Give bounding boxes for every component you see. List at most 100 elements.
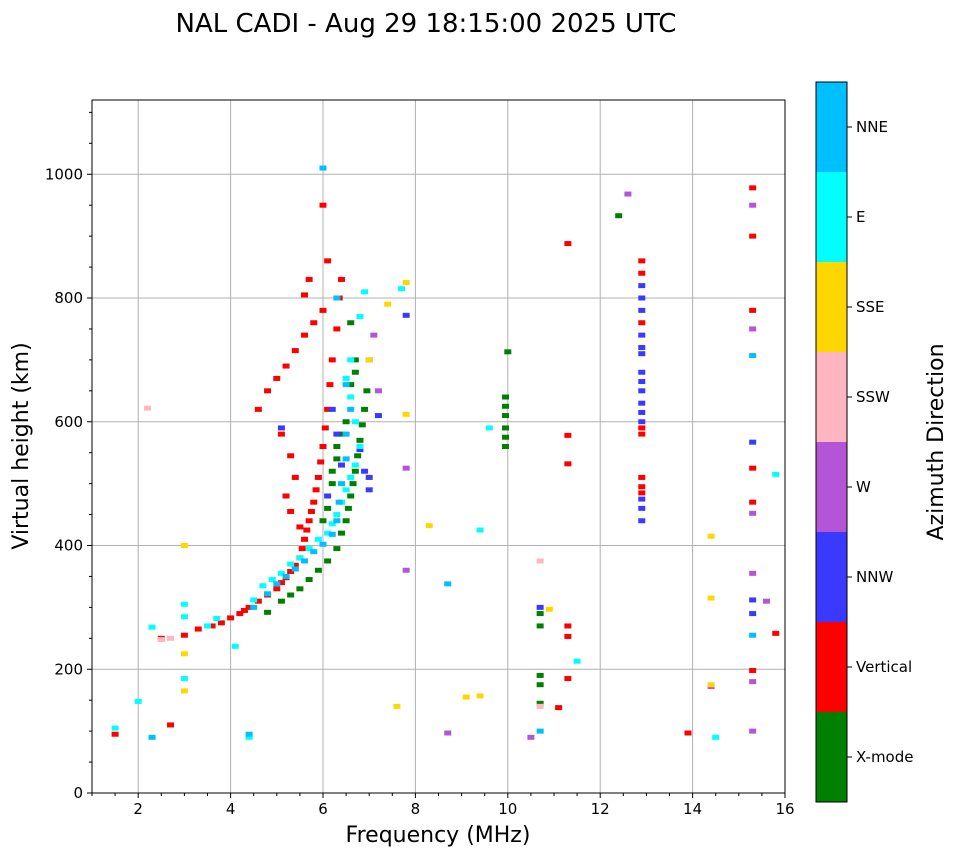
data-point <box>317 459 325 465</box>
data-point <box>213 616 221 622</box>
data-point <box>351 357 359 363</box>
data-point <box>527 734 535 740</box>
data-point <box>749 570 757 576</box>
data-point <box>564 461 572 467</box>
data-point <box>398 286 406 292</box>
data-point <box>324 258 332 264</box>
data-point <box>296 524 304 530</box>
data-point <box>638 320 646 326</box>
colorbar-segment <box>816 442 847 532</box>
data-point <box>301 558 309 564</box>
colorbar-label: NNE <box>856 118 888 136</box>
data-point <box>749 326 757 332</box>
y-tick-label: 0 <box>73 784 83 802</box>
data-point <box>259 583 267 589</box>
data-point <box>358 422 366 428</box>
data-point <box>351 462 359 468</box>
data-point <box>273 586 281 592</box>
data-point <box>536 682 544 688</box>
data-point <box>638 496 646 502</box>
data-point <box>356 444 364 449</box>
x-tick-label: 2 <box>133 800 143 818</box>
data-point <box>328 481 336 487</box>
data-point <box>157 637 165 643</box>
data-point <box>333 546 341 552</box>
data-point <box>638 518 646 524</box>
data-point <box>638 484 646 490</box>
data-point <box>536 611 544 617</box>
series-nnw <box>277 283 757 617</box>
data-point <box>291 474 299 480</box>
data-point <box>227 615 235 621</box>
x-tick-label: 12 <box>591 800 610 818</box>
data-point <box>365 357 373 363</box>
data-point <box>707 533 715 539</box>
data-point <box>277 431 285 437</box>
x-tick-label: 6 <box>318 800 328 818</box>
data-point <box>236 611 244 617</box>
data-point <box>347 382 355 388</box>
data-point <box>264 591 272 597</box>
data-point <box>772 471 780 477</box>
data-point <box>180 601 188 607</box>
data-point <box>564 633 572 639</box>
data-point <box>638 258 646 264</box>
data-point <box>564 623 572 629</box>
data-point <box>148 734 156 740</box>
colorbar-segment <box>816 712 847 802</box>
data-point <box>208 623 216 629</box>
data-point <box>333 518 341 524</box>
data-point <box>282 573 290 579</box>
data-point <box>707 595 715 601</box>
data-point <box>638 431 646 437</box>
data-point <box>772 630 780 636</box>
data-point <box>291 348 299 354</box>
data-point <box>111 725 119 731</box>
data-point <box>328 406 336 412</box>
data-point <box>245 731 253 737</box>
series-nne <box>148 165 757 740</box>
data-point <box>749 233 757 239</box>
data-point <box>749 632 757 638</box>
data-point <box>273 581 281 587</box>
data-point <box>337 276 345 282</box>
data-point <box>337 462 345 468</box>
series-ssw <box>143 405 544 709</box>
data-point <box>363 388 371 394</box>
data-point <box>148 624 156 630</box>
data-point <box>536 703 544 709</box>
data-point <box>342 456 350 462</box>
data-point <box>555 705 563 711</box>
data-point <box>264 388 272 394</box>
data-point <box>402 280 410 286</box>
data-point <box>356 437 364 443</box>
colorbar-segment <box>816 262 847 352</box>
x-tick-label: 16 <box>775 800 794 818</box>
data-point <box>402 465 410 471</box>
data-point <box>638 388 646 394</box>
data-point <box>361 289 369 295</box>
data-point <box>245 734 253 740</box>
axis-ticks: 2 4 6 8 10 12 14 16 0 200 400 600 800 1000 <box>45 111 795 818</box>
data-point <box>328 357 336 363</box>
colorbar-title: Azimuth Direction <box>924 343 949 540</box>
data-point <box>301 536 309 542</box>
data-point <box>501 434 509 440</box>
data-point <box>264 609 272 615</box>
data-point <box>287 592 295 598</box>
data-point <box>287 453 295 459</box>
data-point <box>314 567 322 573</box>
data-point <box>370 332 378 338</box>
plot-grid <box>92 100 785 793</box>
data-point <box>291 566 299 572</box>
data-point <box>749 185 757 191</box>
data-point <box>638 351 646 357</box>
y-tick-label: 200 <box>54 660 83 678</box>
data-point <box>347 320 355 326</box>
data-point <box>425 523 433 529</box>
data-point <box>250 604 258 610</box>
data-point <box>312 487 320 493</box>
data-point <box>305 546 313 552</box>
data-point <box>344 505 352 511</box>
